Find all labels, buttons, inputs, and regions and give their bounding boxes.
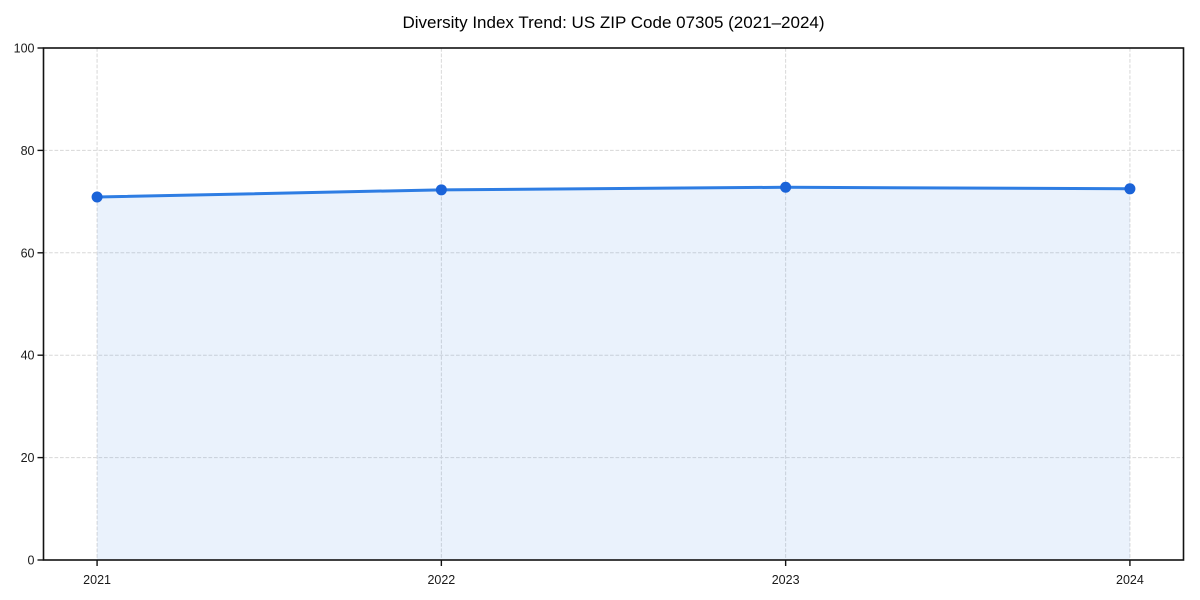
y-tick-label: 0 xyxy=(28,554,35,568)
data-point-marker xyxy=(780,181,792,193)
y-tick-label: 20 xyxy=(21,451,35,465)
x-tick-label: 2024 xyxy=(1116,573,1144,587)
series-layer xyxy=(91,181,1136,560)
area-fill xyxy=(97,187,1130,560)
data-point-marker xyxy=(1124,183,1136,195)
x-tick-label: 2021 xyxy=(83,573,111,587)
trend-line xyxy=(95,185,1132,199)
x-tick-label: 2022 xyxy=(427,573,455,587)
data-point-marker xyxy=(91,191,103,203)
y-tick-label: 100 xyxy=(14,42,35,56)
y-tick-label: 40 xyxy=(21,349,35,363)
y-tick-label: 60 xyxy=(21,246,35,260)
axis-layer: 0 20 40 60 80 100 2021 2022 2023 2024 xyxy=(14,42,1185,587)
plot-frame xyxy=(42,47,1185,561)
y-tick-label: 80 xyxy=(21,144,35,158)
x-tick-label: 2023 xyxy=(772,573,800,587)
data-point-marker xyxy=(435,184,447,196)
chart-title: Diversity Index Trend: US ZIP Code 07305… xyxy=(402,13,824,32)
grid-layer xyxy=(43,48,1184,560)
